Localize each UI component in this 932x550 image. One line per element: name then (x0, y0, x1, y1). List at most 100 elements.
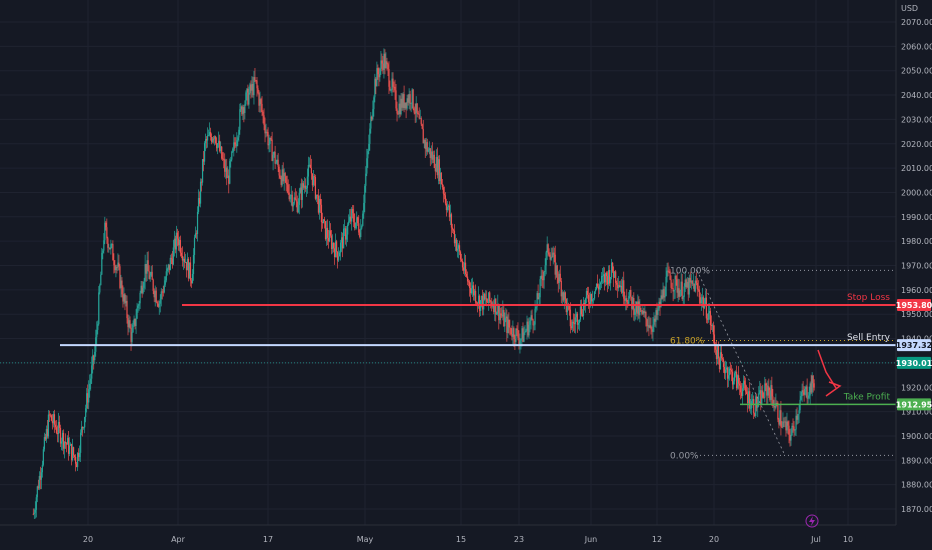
candle-body (268, 143, 270, 146)
candle-body (668, 271, 670, 273)
candle-body (173, 238, 175, 248)
candle-body (208, 135, 210, 137)
candle-body (83, 427, 85, 429)
candle-body (44, 437, 46, 440)
lightning-icon[interactable] (805, 514, 819, 528)
price-tick-label: 2060.00 (901, 42, 932, 51)
candle-body (553, 252, 555, 255)
candle-body (376, 68, 378, 87)
candle-body (249, 84, 251, 93)
candle-body (521, 328, 523, 339)
candle-body (704, 297, 706, 305)
candle-body (199, 181, 202, 204)
candlestick-series (32, 48, 815, 519)
candle-body (54, 424, 57, 428)
candle-body (175, 232, 177, 250)
candle-body (509, 327, 511, 329)
candle-body (523, 332, 525, 342)
candle-body (45, 428, 47, 440)
candle-body (761, 390, 763, 405)
candle-body (122, 294, 124, 302)
candle-body (222, 158, 224, 160)
candle-body (623, 280, 625, 299)
price-tick-label: 1910.00 (901, 408, 932, 417)
candle-body (614, 271, 616, 278)
candle-body (34, 509, 36, 513)
candle-body (809, 383, 811, 396)
candle-body (631, 296, 633, 309)
candle-body (712, 325, 715, 335)
candle-body (305, 188, 307, 189)
time-axis[interactable]: 20 Apr 17 May 15 23 Jun 12 20 Jul 10 (0, 514, 896, 544)
candle-body (459, 251, 462, 260)
candle-body (101, 252, 103, 275)
candle-body (72, 447, 75, 456)
candle-body (431, 151, 433, 160)
candle-body (230, 159, 232, 162)
candle-body (251, 83, 253, 91)
price-tick-label: 1900.00 (901, 432, 932, 441)
candle-body (379, 68, 381, 78)
candle-body (783, 421, 785, 423)
candle-body (385, 61, 387, 68)
candle-body (136, 308, 138, 319)
candle-body (286, 182, 288, 185)
candle-body (683, 286, 685, 297)
candle-body (236, 140, 238, 147)
candle-body (207, 135, 209, 141)
candle-body (739, 383, 741, 386)
candle-body (618, 285, 620, 289)
candle-body (232, 148, 234, 152)
candle-body (66, 437, 69, 445)
candle-body (433, 154, 435, 168)
candle-body (615, 271, 617, 283)
candle-body (265, 131, 267, 134)
candle-body (696, 283, 698, 289)
candle-body (663, 289, 665, 298)
time-tick-label: 12 (652, 535, 662, 544)
candle-body (747, 394, 749, 404)
price-tick-label: 1870.00 (901, 505, 932, 514)
candle-body (681, 281, 683, 300)
candle-body (209, 132, 211, 136)
candle-body (811, 375, 813, 393)
candle-body (348, 221, 350, 225)
candle-body (200, 181, 203, 183)
candle-body (244, 104, 246, 114)
candle-body (552, 252, 554, 258)
candle-body (393, 86, 395, 88)
candle-body (365, 173, 367, 186)
candle-body (205, 139, 208, 141)
candle-body (750, 408, 752, 409)
candle-body (257, 88, 259, 93)
candle-body (201, 159, 204, 183)
candle-body (139, 292, 141, 304)
candle-body (90, 378, 92, 384)
candle-body (452, 229, 455, 231)
candle-body (746, 391, 748, 395)
candle-body (531, 315, 533, 320)
candle-body (386, 61, 388, 65)
candle-body (188, 262, 191, 279)
candle-body (717, 345, 720, 359)
candle-body (591, 299, 594, 302)
candle-body (489, 292, 491, 302)
time-tick-label: 17 (263, 535, 273, 544)
price-tick-label: 1880.00 (901, 481, 932, 490)
candle-body (135, 318, 137, 327)
candle-body (669, 271, 671, 280)
candle-body (293, 197, 295, 204)
candle-body (145, 264, 147, 274)
candle-body (387, 64, 389, 70)
candle-body (240, 106, 242, 110)
candle-body (52, 414, 55, 424)
candle-body (64, 441, 67, 444)
candle-body (246, 88, 248, 93)
candle-body (401, 98, 403, 108)
candle-body (661, 295, 663, 299)
candle-body (700, 299, 702, 304)
candle-body (699, 297, 701, 304)
candle-body (395, 90, 397, 109)
candle-body (84, 417, 86, 428)
